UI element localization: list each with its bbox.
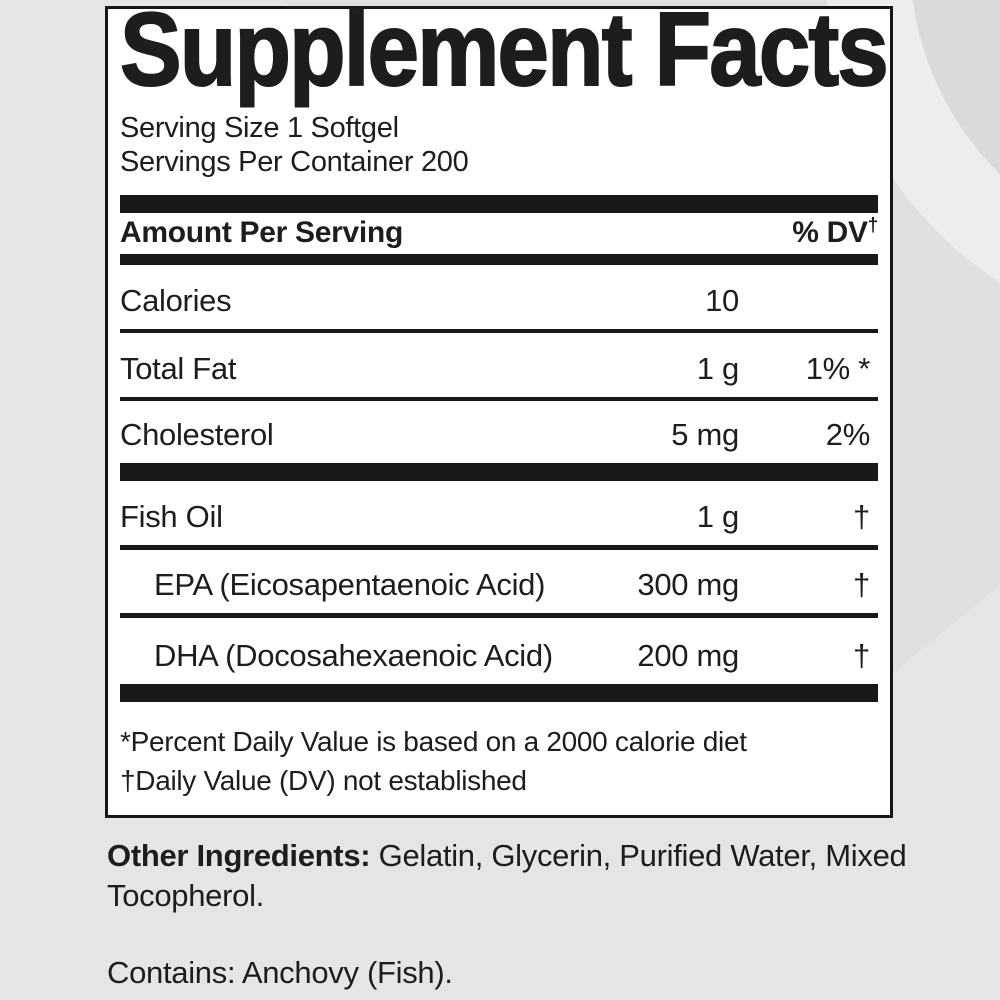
nutrient-amount: 5 mg [671,417,739,452]
nutrient-amount: 1 g [696,499,740,534]
nutrient-amount: 300 mg [637,567,739,602]
amount-per-serving-header: Amount Per Serving [120,216,403,249]
nutrient-amount: 10 [705,283,739,318]
other-ingredients-label: Other Ingredients: [107,838,371,873]
nutrient-amount: 200 mg [637,638,739,673]
nutrient-name: Fish Oil [120,499,223,534]
divider-thick [120,195,878,213]
percent-dv-header: % DV† [792,215,879,249]
footnote-dv-not-established: †Daily Value (DV) not established [120,765,527,796]
nutrient-row-total-fat: Total Fat 1 g 1% * [120,333,878,401]
servings-per-container: Servings Per Container 200 [120,146,469,178]
panel-title-text: Supplement Facts [119,0,890,108]
panel-title: Supplement Facts [119,0,890,103]
other-ingredients-text: Gelatin, Glycerin, Purified Water, Mixed… [107,838,907,913]
nutrient-row-dha: DHA (Docosahexaenoic Acid) 200 mg † [120,618,878,684]
supplement-facts-panel: Supplement Facts Serving Size 1 Softgel … [105,0,893,818]
nutrient-name: Cholesterol [120,417,274,452]
serving-info: Serving Size 1 Softgel Servings Per Cont… [120,111,878,179]
contains-statement: Contains: Anchovy (Fish). [107,955,453,990]
below-panel-text: Other Ingredients: Gelatin, Glycerin, Pu… [107,836,977,993]
nutrient-amount: 1 g [696,351,740,386]
nutrient-row-fish-oil: Fish Oil 1 g † [120,481,878,550]
dv-dagger: † [867,215,879,236]
divider-medium [120,254,878,265]
nutrient-name: Total Fat [120,351,237,386]
nutrient-name: DHA (Docosahexaenoic Acid) [154,638,553,673]
nutrient-name: Calories [120,283,232,318]
divider-thick [120,684,878,702]
nutrient-dv: † [853,638,870,673]
footnote-percent-dv: *Percent Daily Value is based on a 2000 … [120,726,747,757]
nutrient-row-epa: EPA (Eicosapentaenoic Acid) 300 mg † [120,550,878,618]
serving-size: Serving Size 1 Softgel [120,112,399,144]
column-header-row: Amount Per Serving % DV† [120,213,878,254]
other-ingredients: Other Ingredients: Gelatin, Glycerin, Pu… [107,836,977,916]
nutrient-dv: 2% [825,417,871,452]
divider-thick [120,463,878,481]
nutrient-dv: † [853,567,870,602]
nutrient-row-calories: Calories 10 [120,265,878,333]
nutrient-row-cholesterol: Cholesterol 5 mg 2% [120,401,878,463]
nutrient-dv: 1% * [805,351,871,386]
nutrient-dv: † [853,499,870,534]
footnotes: *Percent Daily Value is based on a 2000 … [120,702,878,800]
nutrient-name: EPA (Eicosapentaenoic Acid) [154,567,546,602]
